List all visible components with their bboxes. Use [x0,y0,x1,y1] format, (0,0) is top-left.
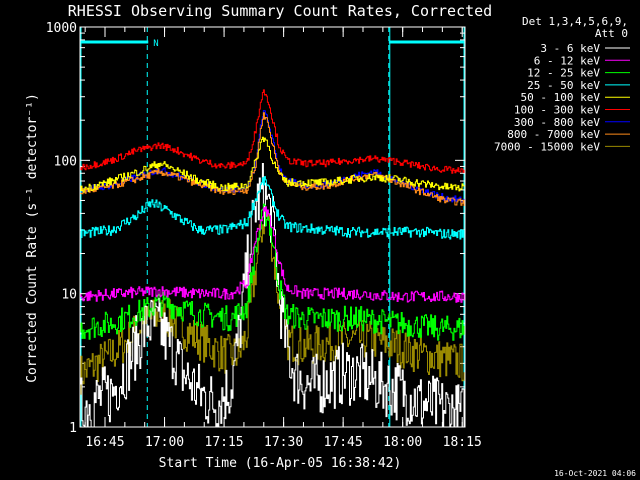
series-line-7 [80,112,466,206]
x-tick-label: 17:45 [324,435,363,450]
series-line-3 [80,176,466,240]
series-line-5 [80,89,466,174]
plot-frame [79,26,466,428]
plot-area: N 1 10 100 1000 16:45 17:00 17:15 17:30 17:45 18:0… [46,21,482,450]
series-line-8 [80,211,466,395]
y-axis-label: Corrected Count Rate (s⁻¹ detector⁻¹) [25,93,40,383]
footer-date: 16-Oct-2021 04:06 [554,469,636,478]
y-tick-label: 1000 [46,21,77,36]
series-line-6 [80,110,466,203]
legend-header-line-2: Att 0 [595,27,628,40]
x-tick-label: 17:30 [264,435,303,450]
series-line-4 [80,136,466,193]
legend-header-line-1: Det 1,3,4,5,6,9, [522,15,628,28]
legend-label: 25 - 50 keV [527,79,600,92]
y-tick-label: 10 [61,288,77,303]
legend-label: 800 - 7000 keV [507,128,600,141]
x-tick-label: 18:15 [443,435,482,450]
x-tick-label: 18:00 [383,435,422,450]
legend-label: 6 - 12 keV [534,54,601,67]
legend-label: 100 - 300 keV [514,104,600,117]
series-line-2 [80,203,466,341]
legend-label: 300 - 800 keV [514,116,600,129]
legend-label: 12 - 25 keV [527,67,600,80]
legend-label: 3 - 6 keV [540,42,600,55]
x-tick-label: 17:00 [145,435,184,450]
y-tick-label: 1 [69,421,77,436]
x-tick-label: 16:45 [85,435,124,450]
night-marker-label: N [153,39,158,49]
chart-title: RHESSI Observing Summary Count Rates, Co… [68,2,492,20]
series-line-1 [80,206,466,303]
legend-label: 50 - 100 keV [521,91,601,104]
x-axis-label: Start Time (16-Apr-05 16:38:42) [159,456,402,471]
x-tick-label: 17:15 [205,435,244,450]
y-tick-label: 100 [54,154,77,169]
legend-label: 7000 - 15000 keV [494,140,600,153]
